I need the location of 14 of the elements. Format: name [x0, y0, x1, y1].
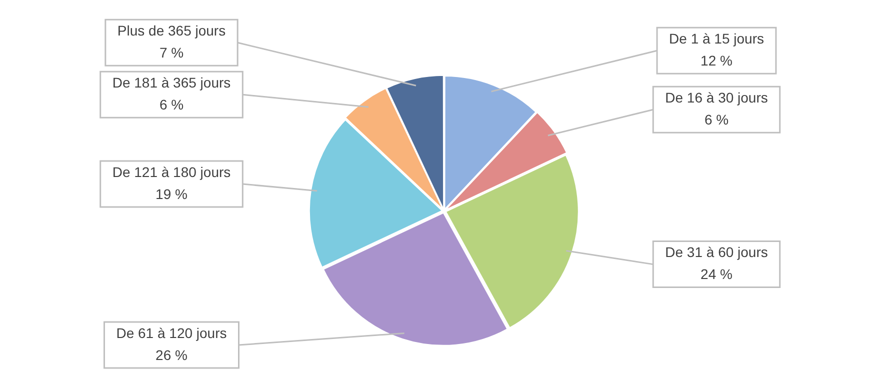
slice-label: De 16 à 30 jours: [665, 89, 768, 106]
data-label: 26 %: [156, 346, 188, 363]
slice-label: De 61 à 120 jours: [116, 324, 227, 341]
slice-label: De 121 à 180 jours: [112, 164, 231, 180]
data-label: 12 %: [700, 52, 732, 68]
data-label: 6 %: [704, 111, 729, 128]
data-label: 6 %: [159, 96, 184, 113]
data-label: 24 %: [700, 266, 732, 282]
slice-label: Plus de 365 jours: [117, 22, 226, 39]
slice-label: De 1 à 15 jours: [669, 30, 764, 46]
data-label: 19 %: [156, 186, 188, 202]
data-label: 7 %: [159, 44, 184, 61]
slice-label: De 31 à 60 jours: [665, 244, 768, 260]
slice-label: De 181 à 365 jours: [112, 74, 231, 91]
